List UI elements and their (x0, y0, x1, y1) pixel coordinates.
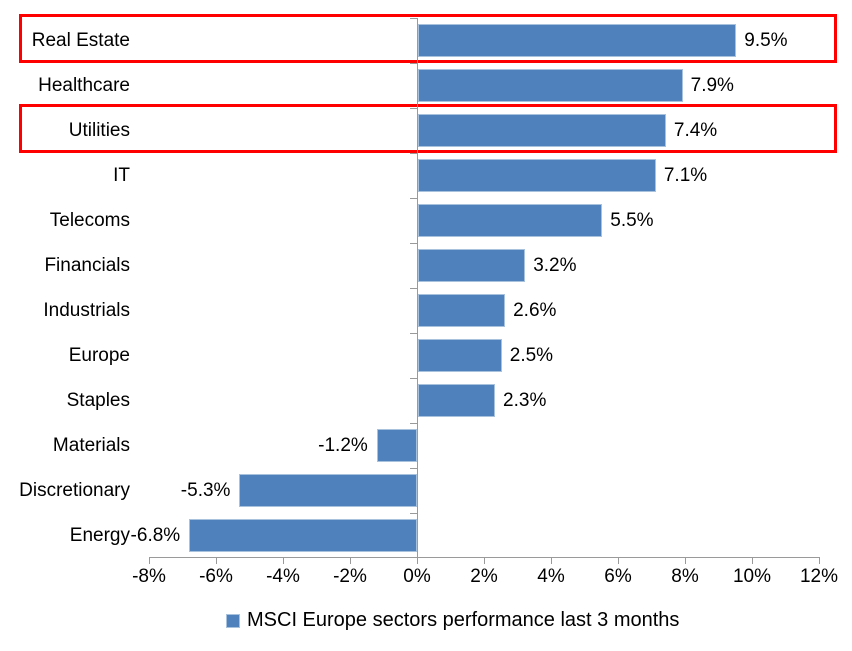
category-label: Telecoms (49, 210, 130, 231)
category-axis-tick (410, 63, 417, 64)
x-tick-label: 12% (799, 566, 839, 587)
category-axis-tick (410, 423, 417, 424)
category-axis-tick (410, 513, 417, 514)
legend: MSCI Europe sectors performance last 3 m… (226, 609, 679, 632)
data-label: 3.2% (533, 255, 577, 276)
data-label: 9.5% (744, 30, 788, 51)
bar-real-estate (418, 24, 737, 57)
category-label: Healthcare (38, 75, 130, 96)
bar-staples (418, 384, 496, 417)
bar-europe (418, 339, 502, 372)
highlight-box-real-estate (19, 14, 837, 63)
category-label: Financials (44, 255, 130, 276)
x-axis-tick (149, 557, 150, 564)
x-axis-tick (283, 557, 284, 564)
x-axis-tick (350, 557, 351, 564)
x-axis-tick (752, 557, 753, 564)
category-axis-tick (410, 378, 417, 379)
data-label: 2.3% (503, 390, 547, 411)
data-label: 2.5% (509, 345, 554, 366)
category-axis-tick (410, 108, 417, 109)
x-axis-tick (685, 557, 686, 564)
category-label: Europe (68, 345, 130, 366)
x-axis-tick (484, 557, 485, 564)
bar-energy (189, 519, 417, 552)
x-axis-tick (551, 557, 552, 564)
x-axis-tick (216, 557, 217, 564)
category-label: Utilities (68, 120, 130, 141)
category-label: Staples (66, 390, 130, 411)
data-label: -5.3% (180, 480, 231, 501)
category-axis-tick (410, 288, 417, 289)
x-tick-label: 4% (537, 566, 565, 587)
x-tick-label: 6% (604, 566, 632, 587)
x-axis-tick (417, 557, 418, 564)
x-axis-tick (819, 557, 820, 564)
data-label: 5.5% (610, 210, 654, 231)
bar-financials (418, 249, 526, 282)
x-tick-label: -2% (333, 566, 367, 587)
data-label: 2.6% (513, 300, 557, 321)
x-tick-label: 8% (671, 566, 699, 587)
x-tick-label: 0% (403, 566, 431, 587)
category-label: Materials (52, 435, 130, 456)
x-tick-label: -4% (266, 566, 300, 587)
category-axis-tick (410, 333, 417, 334)
category-axis-tick (410, 153, 417, 154)
highlight-box-utilities (19, 104, 837, 153)
category-label: Discretionary (19, 480, 130, 501)
category-label: Real Estate (31, 30, 130, 51)
data-label: -6.8% (130, 525, 181, 546)
x-tick-label: -8% (132, 566, 166, 587)
bar-materials (376, 429, 417, 462)
data-label: 7.9% (690, 75, 734, 96)
category-axis-tick (410, 18, 417, 19)
legend-label: MSCI Europe sectors performance last 3 m… (247, 609, 680, 631)
x-tick-label: -6% (199, 566, 233, 587)
bar-utilities (418, 114, 666, 147)
category-label: Industrials (43, 300, 130, 321)
category-label: Energy (69, 525, 130, 546)
data-label: 7.1% (663, 165, 708, 186)
category-label: IT (113, 165, 130, 186)
category-axis-tick (410, 468, 417, 469)
legend-swatch-icon (226, 613, 240, 628)
x-tick-label: 2% (470, 566, 498, 587)
category-axis-tick (410, 198, 417, 199)
bar-it (418, 159, 656, 192)
bar-discretionary (239, 474, 417, 507)
bar-healthcare (418, 69, 683, 102)
category-axis-tick (410, 243, 417, 244)
bar-industrials (418, 294, 506, 327)
value-axis-line (417, 18, 418, 558)
bar-telecoms (418, 204, 603, 237)
data-label: 7.4% (673, 120, 718, 141)
x-axis-tick (618, 557, 619, 564)
x-tick-label: 10% (732, 566, 772, 587)
data-label: -1.2% (318, 435, 368, 456)
